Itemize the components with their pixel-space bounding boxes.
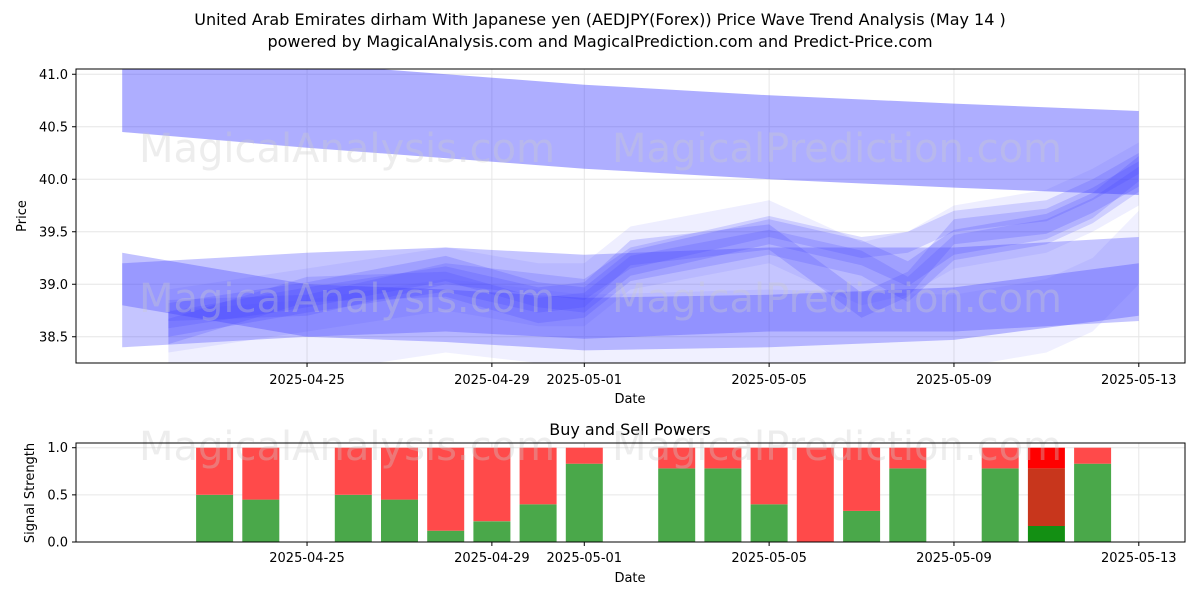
price-y-tick-label-4: 40.5 <box>39 120 68 135</box>
signal-x-tick-label-0: 2025-04-25 <box>269 551 345 566</box>
signal-bar-buy-3 <box>381 499 418 542</box>
price-x-tick-label-4: 2025-05-09 <box>916 373 992 388</box>
signal-bar-buy-16 <box>1074 463 1112 542</box>
price-wave-band-1 <box>122 237 1139 348</box>
watermark-analysis-top: MagicalAnalysis.com <box>139 126 555 172</box>
price-wave-band-0 <box>122 69 1139 195</box>
signal-y-tick-label-2: 1.0 <box>47 441 68 456</box>
signal-bar-buy-10 <box>750 504 788 542</box>
signal-bar-buy-strong-15 <box>1027 526 1065 542</box>
price-wave-bands <box>122 69 1139 363</box>
signal-x-axis-label: Date <box>614 571 645 586</box>
signal-bar-buy-8 <box>658 468 696 542</box>
signal-bars <box>196 447 1112 542</box>
signal-bar-sell-4 <box>427 447 465 531</box>
price-y-tick-label-2: 39.5 <box>39 225 68 240</box>
price-chart-watermarks: MagicalAnalysis.com MagicalPrediction.co… <box>139 126 1062 322</box>
signal-bar-buy-7 <box>565 463 603 542</box>
watermark-prediction-top: MagicalPrediction.com <box>612 126 1062 172</box>
price-y-axis: 38.5 39.0 39.5 40.0 40.5 41.0 <box>39 68 76 345</box>
signal-x-tick-label-1: 2025-04-29 <box>454 551 530 566</box>
signal-bar-buy-5 <box>473 521 511 542</box>
signal-bar-sell-8 <box>658 447 696 469</box>
price-y-axis-label: Price <box>15 200 30 232</box>
signal-bar-sell-14 <box>981 447 1019 469</box>
signal-chart-watermarks: MagicalAnalysis.com MagicalPrediction.co… <box>139 424 1062 470</box>
signal-bar-sell-10 <box>750 447 788 505</box>
signal-y-tick-label-1: 0.5 <box>47 488 68 503</box>
price-wave-band-8 <box>168 210 1139 363</box>
signal-bar-buy-1 <box>242 499 280 542</box>
price-y-tick-label-5: 41.0 <box>39 68 68 83</box>
price-x-tick-label-1: 2025-04-29 <box>454 373 530 388</box>
price-chart-frame <box>75 68 1186 364</box>
signal-bar-buy-12 <box>843 510 881 542</box>
signal-bar-sell-2 <box>334 447 372 495</box>
price-x-axis-label: Date <box>614 392 645 407</box>
price-x-tick-label-0: 2025-04-25 <box>269 373 345 388</box>
watermark-prediction-bottom: MagicalPrediction.com <box>612 424 1062 470</box>
signal-x-tick-label-3: 2025-05-05 <box>731 551 807 566</box>
signal-bar-sell-12 <box>843 447 881 511</box>
signal-bar-sell-3 <box>381 447 418 500</box>
signal-x-tick-label-5: 2025-05-13 <box>1101 551 1177 566</box>
signal-bar-buy-9 <box>704 468 742 542</box>
price-wave-band-5 <box>168 153 1139 321</box>
signal-chart-title: Buy and Sell Powers <box>549 420 711 439</box>
signal-bar-sell-13 <box>889 447 927 469</box>
signal-y-axis-label: Signal Strength <box>23 443 38 543</box>
signal-y-axis: 0.0 0.5 1.0 <box>47 441 76 551</box>
signal-bar-sell-16 <box>1074 447 1112 464</box>
watermark-analysis-mid: MagicalAnalysis.com <box>139 276 555 322</box>
signal-chart: Buy and Sell Powers MagicalAnalysis.com … <box>23 420 1186 586</box>
signal-bar-sell-1 <box>242 447 280 500</box>
chart-title-line1: United Arab Emirates dirham With Japanes… <box>194 10 1005 29</box>
watermark-prediction-mid: MagicalPrediction.com <box>612 276 1062 322</box>
price-y-tick-label-1: 39.0 <box>39 278 68 293</box>
price-chart: MagicalAnalysis.com MagicalPrediction.co… <box>15 68 1186 407</box>
price-wave-band-3 <box>168 156 1139 329</box>
signal-bar-buy-0 <box>196 494 234 542</box>
price-y-tick-label-0: 38.5 <box>39 330 68 345</box>
price-x-tick-label-3: 2025-05-05 <box>731 373 807 388</box>
price-chart-grid <box>76 69 1185 363</box>
signal-chart-frame <box>75 442 1186 543</box>
signal-bar-buy-14 <box>981 468 1019 542</box>
watermark-analysis-bottom: MagicalAnalysis.com <box>139 424 555 470</box>
signal-bar-buy-6 <box>519 504 557 542</box>
chart-title-line2: powered by MagicalAnalysis.com and Magic… <box>267 32 932 51</box>
signal-x-tick-label-2: 2025-05-01 <box>547 551 623 566</box>
price-x-tick-label-2: 2025-05-01 <box>547 373 623 388</box>
price-x-axis: 2025-04-25 2025-04-29 2025-05-01 2025-05-05… <box>269 363 1177 388</box>
signal-bar-sell-dark-15 <box>1027 468 1065 526</box>
signal-bar-sell-11 <box>796 447 834 542</box>
price-x-tick-label-5: 2025-05-13 <box>1101 373 1177 388</box>
signal-bar-sell-0 <box>196 447 234 495</box>
signal-x-axis: 2025-04-25 2025-04-29 2025-05-01 2025-05-05… <box>269 542 1177 566</box>
signal-bar-sell-strong-15 <box>1027 447 1065 469</box>
signal-bar-sell-5 <box>473 447 511 522</box>
signal-bar-sell-6 <box>519 447 557 505</box>
price-wave-band-6 <box>168 166 1139 345</box>
signal-y-tick-label-0: 0.0 <box>47 536 68 551</box>
price-wave-band-7 <box>168 142 1139 353</box>
signal-bar-buy-13 <box>889 468 927 542</box>
signal-bar-buy-2 <box>334 494 372 542</box>
price-wave-band-4 <box>168 161 1139 337</box>
signal-x-tick-label-4: 2025-05-09 <box>916 551 992 566</box>
price-y-tick-label-3: 40.0 <box>39 173 68 188</box>
signal-bar-buy-4 <box>427 530 465 542</box>
price-wave-band-2 <box>122 252 1139 351</box>
signal-bar-sell-7 <box>565 447 603 464</box>
signal-bar-sell-9 <box>704 447 742 469</box>
